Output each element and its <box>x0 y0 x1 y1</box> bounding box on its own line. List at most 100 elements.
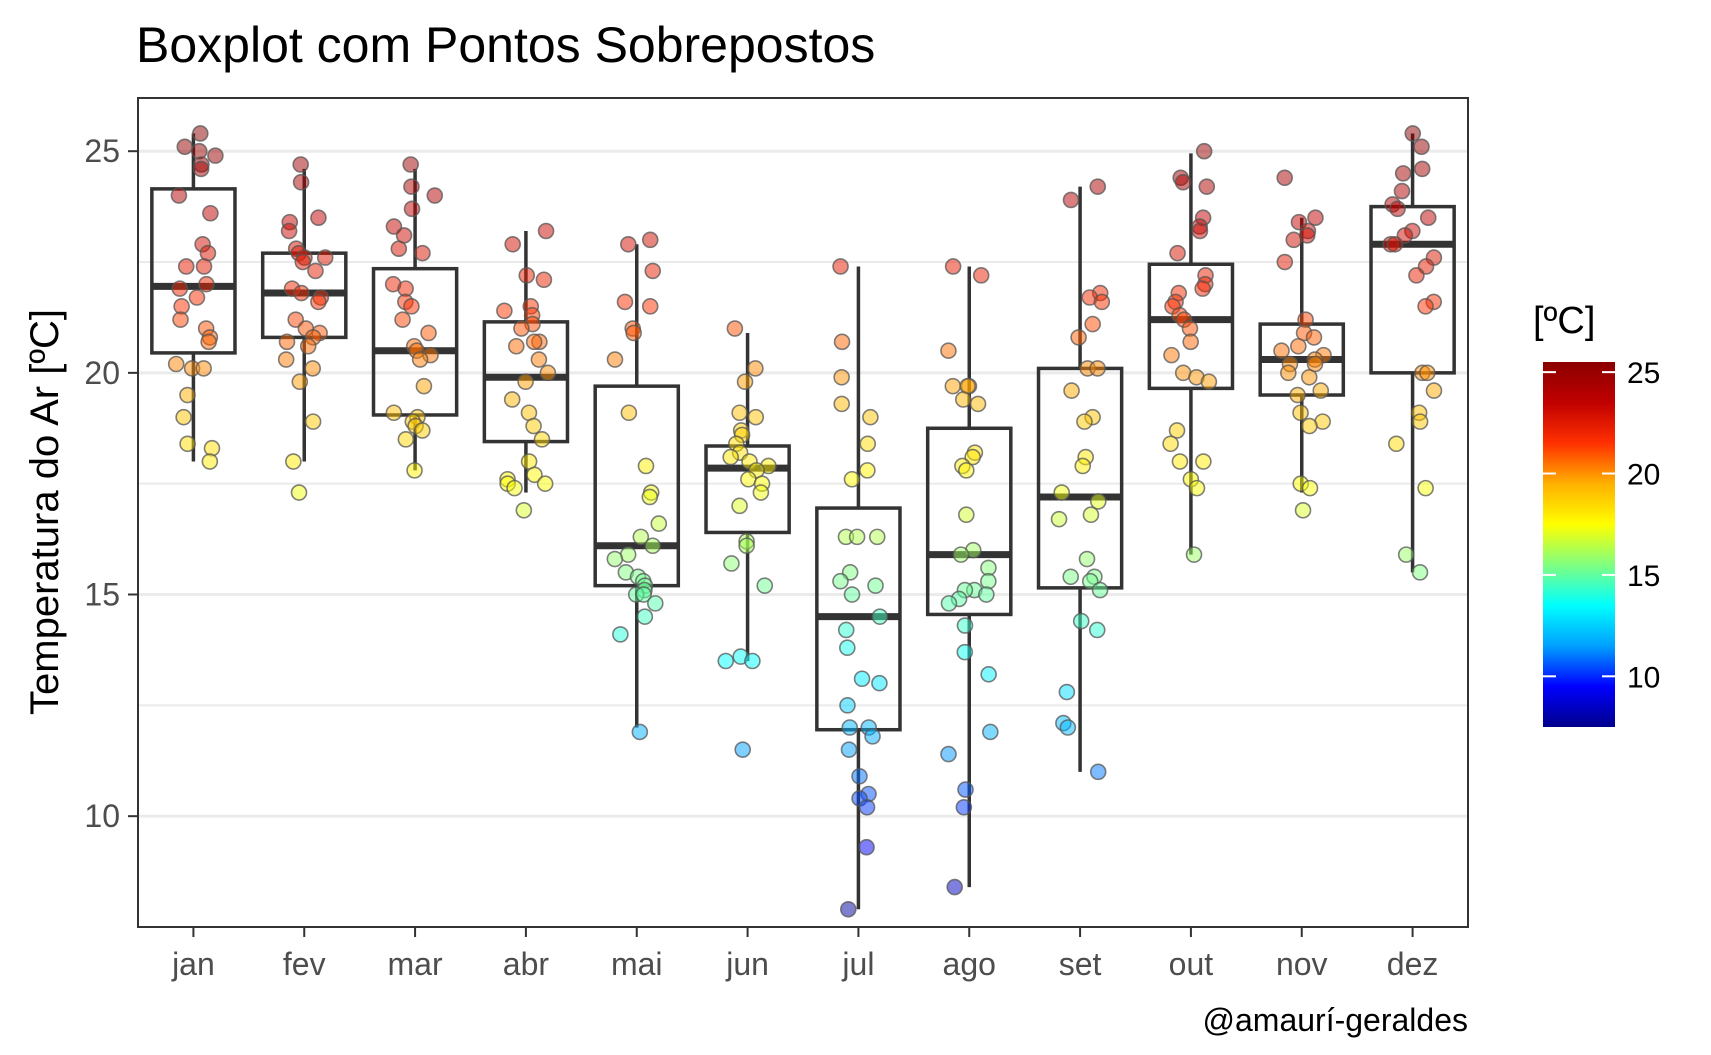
box <box>704 444 791 535</box>
data-point <box>278 333 296 351</box>
data-point <box>1088 621 1106 639</box>
data-point <box>731 497 748 515</box>
data-point <box>207 147 224 164</box>
data-point <box>1070 329 1087 346</box>
data-point <box>944 377 962 395</box>
data-point <box>616 293 634 311</box>
data-point <box>1276 169 1293 187</box>
data-point <box>1397 546 1415 563</box>
data-point <box>952 546 970 563</box>
y-axis-label: Temperatura do Ar [ºC] <box>23 309 67 715</box>
data-point <box>1059 719 1077 736</box>
data-point <box>982 723 999 741</box>
data-point <box>871 608 889 625</box>
data-point <box>1301 417 1318 435</box>
data-point <box>1280 364 1297 382</box>
data-point <box>1276 253 1294 271</box>
data-point <box>1393 182 1411 200</box>
box <box>925 426 1013 617</box>
data-point <box>723 555 740 572</box>
data-point <box>1273 342 1290 359</box>
box <box>1369 204 1456 375</box>
box-group-mai <box>593 244 681 728</box>
data-point <box>858 838 875 856</box>
data-point <box>631 723 649 741</box>
data-point <box>1404 125 1422 142</box>
data-point <box>646 595 664 612</box>
data-point <box>1300 368 1318 386</box>
box-group-set <box>1036 186 1124 772</box>
data-point <box>1089 763 1107 781</box>
x-tick-label: fev <box>283 946 326 982</box>
data-point <box>299 337 317 355</box>
data-point <box>1084 315 1101 333</box>
data-point <box>1182 333 1199 351</box>
data-point <box>390 240 408 258</box>
data-point <box>1386 235 1404 253</box>
data-point <box>277 351 295 368</box>
data-point <box>843 470 861 488</box>
data-point <box>734 741 752 758</box>
data-point <box>403 298 420 315</box>
data-point <box>839 697 856 714</box>
data-point <box>641 488 659 506</box>
data-point <box>1163 346 1180 364</box>
data-point <box>1198 178 1216 195</box>
data-point <box>504 235 521 253</box>
data-point <box>1082 506 1100 524</box>
data-point <box>513 320 530 337</box>
data-point <box>641 298 659 315</box>
data-point <box>1301 479 1319 497</box>
data-point <box>1408 267 1425 284</box>
legend-title: [ºC] <box>1533 300 1595 342</box>
caption: @amaurí-geraldes <box>1203 1002 1468 1038</box>
data-point <box>867 577 884 594</box>
data-point <box>955 799 973 816</box>
data-point <box>535 271 553 289</box>
y-axis-ticks: 10 15 20 25 <box>84 133 138 834</box>
data-point <box>172 311 189 328</box>
data-point <box>1078 550 1096 568</box>
data-point <box>756 577 774 594</box>
data-point <box>195 258 213 275</box>
data-point <box>179 386 196 404</box>
data-point <box>1074 457 1092 475</box>
data-point <box>292 173 310 191</box>
data-point <box>1062 568 1079 586</box>
x-tick-label: jul <box>841 946 874 982</box>
x-tick-label: ago <box>943 946 996 982</box>
data-point <box>612 626 629 643</box>
data-point <box>1162 435 1179 453</box>
data-point <box>833 333 851 351</box>
data-point <box>1185 546 1203 563</box>
data-point <box>969 395 987 413</box>
data-point <box>752 484 770 501</box>
data-point <box>403 200 421 218</box>
data-point <box>1413 160 1431 178</box>
data-point <box>1089 493 1107 510</box>
data-point <box>1312 382 1330 399</box>
data-point <box>641 231 659 249</box>
x-tick-label: jun <box>725 946 769 982</box>
data-point <box>539 364 557 382</box>
data-point <box>414 244 431 262</box>
data-point <box>1169 244 1186 262</box>
data-point <box>717 652 735 670</box>
data-point <box>1294 501 1312 519</box>
data-point <box>620 404 638 422</box>
legend-tick-label: 20 <box>1627 459 1660 492</box>
data-point <box>843 586 861 603</box>
data-point <box>411 351 429 368</box>
data-point <box>285 453 302 470</box>
data-point <box>840 741 858 758</box>
data-point <box>192 160 210 178</box>
data-point <box>525 417 542 435</box>
data-point <box>293 284 310 302</box>
data-point <box>859 462 876 479</box>
data-point <box>294 253 312 271</box>
data-point <box>954 391 972 408</box>
box-group-jul <box>815 266 902 910</box>
data-point <box>1072 612 1090 630</box>
data-point <box>1168 422 1186 439</box>
data-point <box>620 235 637 253</box>
